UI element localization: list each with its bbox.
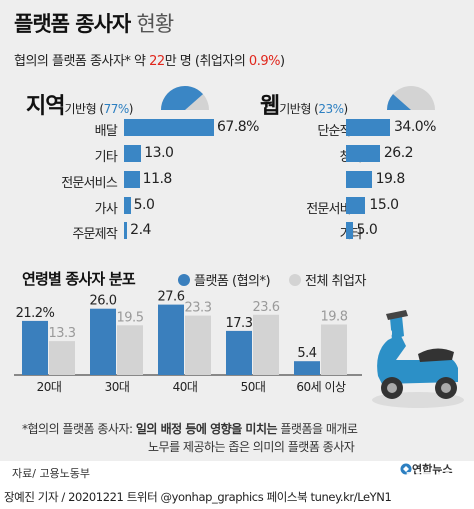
age-value-label-all: 13.3	[49, 326, 76, 341]
legend-all: 전체 취업자	[289, 270, 366, 289]
web-half-pie	[387, 86, 435, 110]
regional-label: 기반형 (	[64, 102, 104, 116]
yonhap-logo: 연합뉴스	[400, 458, 452, 477]
web-value-label: 26.2	[383, 145, 414, 161]
web-header: 웹기반형 (23%)	[260, 88, 348, 120]
summary-suffix: )	[279, 54, 285, 69]
age-category-label: 40대	[173, 380, 198, 394]
summary-percent: 0.9%	[248, 54, 281, 69]
age-value-label-platform: 17.3	[226, 316, 253, 331]
age-category-label: 20대	[37, 380, 62, 394]
age-bar-all	[253, 314, 279, 375]
age-bar-platform	[294, 361, 320, 375]
regional-category-label: 기타	[94, 150, 118, 165]
regional-head: 지역	[26, 94, 65, 119]
regional-close: )	[128, 102, 134, 116]
age-bar-all	[49, 341, 75, 375]
regional-category-label: 가사	[94, 202, 118, 217]
legend-all-swatch	[289, 274, 301, 286]
age-value-label-all: 19.5	[117, 310, 144, 325]
age-value-label-all: 23.6	[253, 300, 280, 315]
credit-line: 장예진 기자 / 20201221 트위터 @yonhap_graphics 페…	[4, 490, 392, 504]
web-label: 기반형 (	[279, 102, 319, 116]
web-bar	[346, 145, 380, 162]
source-note: 자료/ 고용노동부	[12, 467, 91, 480]
regional-category-label: 배달	[94, 124, 118, 139]
regional-pie-slice	[161, 86, 203, 110]
regional-bar	[124, 145, 142, 162]
age-bar-platform	[22, 320, 48, 375]
yonhap-logo-text: 연합뉴스	[412, 463, 453, 476]
footnote-line-1: *협의의 플랫폼 종사자: 일의 배정 등에 영향을 미치는 플랫폼을 매개로	[22, 420, 358, 437]
age-bar-all	[321, 324, 347, 375]
regional-pct: 77%	[103, 102, 130, 116]
web-close: )	[343, 102, 349, 116]
age-bar-all	[117, 325, 143, 375]
age-value-label-all: 19.8	[321, 310, 348, 325]
age-value-label-platform: 26.0	[90, 294, 117, 309]
web-bar	[346, 171, 372, 188]
summary-prefix: 협의의 플랫폼 종사자* 약	[14, 54, 150, 69]
web-pct: 23%	[318, 102, 344, 116]
legend-platform-label: 플랫폼 (협의*)	[194, 274, 271, 289]
age-value-label-platform: 5.4	[297, 346, 316, 361]
footnote-line-2: 노무를 제공하는 좁은 의미의 플랫폼 종사자	[148, 440, 355, 454]
regional-bar-chart: 배달 67.8% 기타 13.0 전문서비스 11.8 가사 5.0 주문제작 2.4	[61, 119, 259, 242]
regional-bar	[124, 171, 140, 188]
title-light: 현황	[136, 12, 175, 36]
web-bar	[346, 222, 353, 239]
age-bar-platform	[158, 304, 184, 375]
age-value-label-all: 23.3	[185, 301, 212, 316]
regional-value-label: 67.8%	[217, 119, 259, 135]
age-bar-chart: 21.2% 13.3 20대 26.019.5 30대 27.623.3 40대 17.323…	[14, 290, 362, 394]
age-bar-platform	[90, 308, 116, 375]
web-value-label: 5.0	[356, 222, 378, 238]
footnote-prefix: *협의의 플랫폼 종사자:	[22, 422, 136, 436]
page-title: 플랫폼 종사자 현황	[14, 8, 175, 38]
title-main: 플랫폼 종사자	[14, 12, 131, 36]
age-category-label: 50대	[241, 380, 266, 394]
regional-bar	[124, 119, 214, 136]
summary-line: 협의의 플랫폼 종사자* 약 22만 명 (취업자의 0.9%)	[14, 50, 285, 69]
age-section-title: 연령별 종사자 분포	[22, 270, 136, 288]
age-bar-platform	[226, 330, 252, 375]
legend-platform: 플랫폼 (협의*)	[178, 270, 271, 289]
yonhap-logo-icon	[400, 463, 412, 475]
regional-category-label: 전문서비스	[61, 176, 118, 191]
watermark: YONHAP NEWS	[300, 468, 474, 492]
web-pie-slice	[387, 94, 411, 110]
age-category-label: 60세 이상	[296, 380, 346, 394]
age-bar-all	[185, 315, 211, 375]
footnote-bold: 일의 배정 등에 영향을 미치는	[135, 422, 278, 436]
footnote-rest: 플랫폼을 매개로	[277, 422, 358, 436]
regional-value-label: 11.8	[142, 171, 173, 187]
age-value-label-platform: 27.6	[158, 290, 185, 305]
web-value-label: 15.0	[369, 197, 399, 213]
regional-bar	[124, 197, 131, 214]
web-value-label: 34.0%	[394, 119, 436, 135]
regional-bar	[124, 222, 128, 239]
summary-middle: 만 명 (취업자의	[164, 54, 249, 69]
scooter-illustration	[372, 310, 464, 408]
web-bar	[346, 119, 390, 136]
regional-value-label: 2.4	[130, 222, 151, 238]
regional-half-pie	[161, 86, 209, 110]
web-head: 웹	[260, 94, 280, 119]
regional-category-label: 주문제작	[72, 227, 117, 242]
web-bar	[346, 197, 366, 214]
legend-platform-swatch	[178, 274, 190, 286]
regional-header: 지역기반형 (77%)	[26, 88, 133, 120]
regional-value-label: 13.0	[144, 145, 174, 161]
web-value-label: 19.8	[375, 171, 406, 187]
regional-value-label: 5.0	[133, 197, 155, 213]
age-value-label-platform: 21.2%	[16, 306, 55, 321]
age-category-label: 30대	[105, 380, 130, 394]
legend-all-label: 전체 취업자	[305, 274, 366, 289]
summary-number: 22	[149, 54, 165, 69]
